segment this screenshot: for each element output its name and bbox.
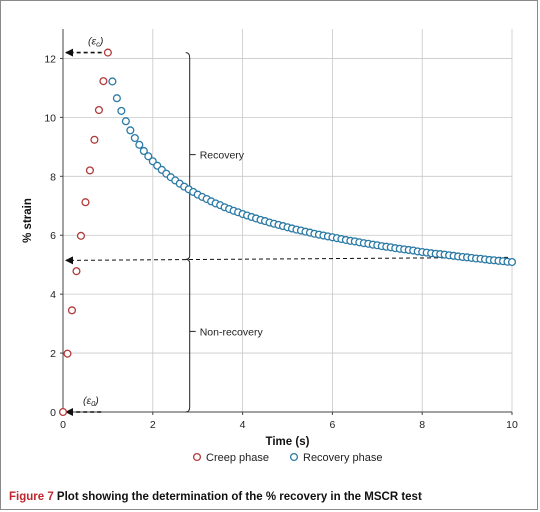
legend: Creep phase Recovery phase [192,452,383,464]
axes: 0 2 4 6 8 10 0 2 4 6 8 10 12 Time (s) % strain [22,29,518,448]
grid [63,29,513,412]
recovery-point [507,257,517,267]
y-tick-label: 6 [50,230,56,242]
y-tick-label: 8 [50,171,56,183]
recovery-point [135,140,144,149]
creep-point [99,77,108,86]
creep-point [94,105,103,115]
y-tick-label: 10 [44,112,56,124]
creep-point [90,135,99,144]
non-recovery-bracket [185,258,191,413]
x-tick-label: 4 [240,419,246,431]
creep-point [85,166,94,175]
x-tick-label: 0 [60,419,66,431]
recovery-point [117,106,126,115]
recovery-point [121,117,130,126]
y-tick-label: 0 [50,407,56,419]
recovery-point [112,94,121,103]
residual-strain-arrow [65,256,509,265]
legend-creep-label: Creep phase [206,452,269,464]
creep-phase-series [58,48,112,417]
strain-chart: 0 2 4 6 8 10 0 2 4 6 8 10 12 Time (s) % strain (εc) (ε0… [22,29,518,464]
creep-point [63,349,72,358]
recovery-point [139,146,148,156]
x-tick-label: 2 [150,419,156,431]
recovery-bracket [185,52,191,260]
x-tick-label: 8 [419,419,425,431]
eps-0-label: (ε0) [83,395,99,408]
non-recovery-label: Non-recovery [200,326,264,338]
creep-point [58,407,68,417]
x-tick-label: 10 [506,419,518,431]
legend-recovery-marker [289,452,299,462]
x-axis-label: Time (s) [266,436,310,448]
caption-figure-label: Figure 7 [9,491,54,503]
x-tick-label: 6 [329,419,335,431]
recovery-phase-series [108,77,517,267]
recovery-point [108,77,117,86]
recovery-point [126,126,135,135]
creep-point [67,306,77,315]
y-tick-label: 4 [50,289,56,301]
creep-point [103,48,112,57]
caption-text: Plot showing the determination of the % … [53,491,422,503]
eps-c-label: (εc) [88,36,103,49]
figure-caption: Figure 7 Plot showing the determination … [9,491,422,503]
creep-point [76,231,86,240]
annotations: (εc) (ε0) Recovery Non-recovery [65,36,509,416]
legend-recovery-label: Recovery phase [303,452,383,464]
recovery-point [130,133,139,143]
y-tick-label: 2 [50,348,56,360]
legend-creep-marker [192,452,202,462]
recovery-label: Recovery [200,150,245,162]
series-layer [58,48,517,417]
y-tick-label: 12 [44,53,56,65]
creep-point [72,267,81,276]
creep-point [81,198,90,207]
recovery-point [144,152,153,161]
y-axis-label: % strain [22,198,34,243]
